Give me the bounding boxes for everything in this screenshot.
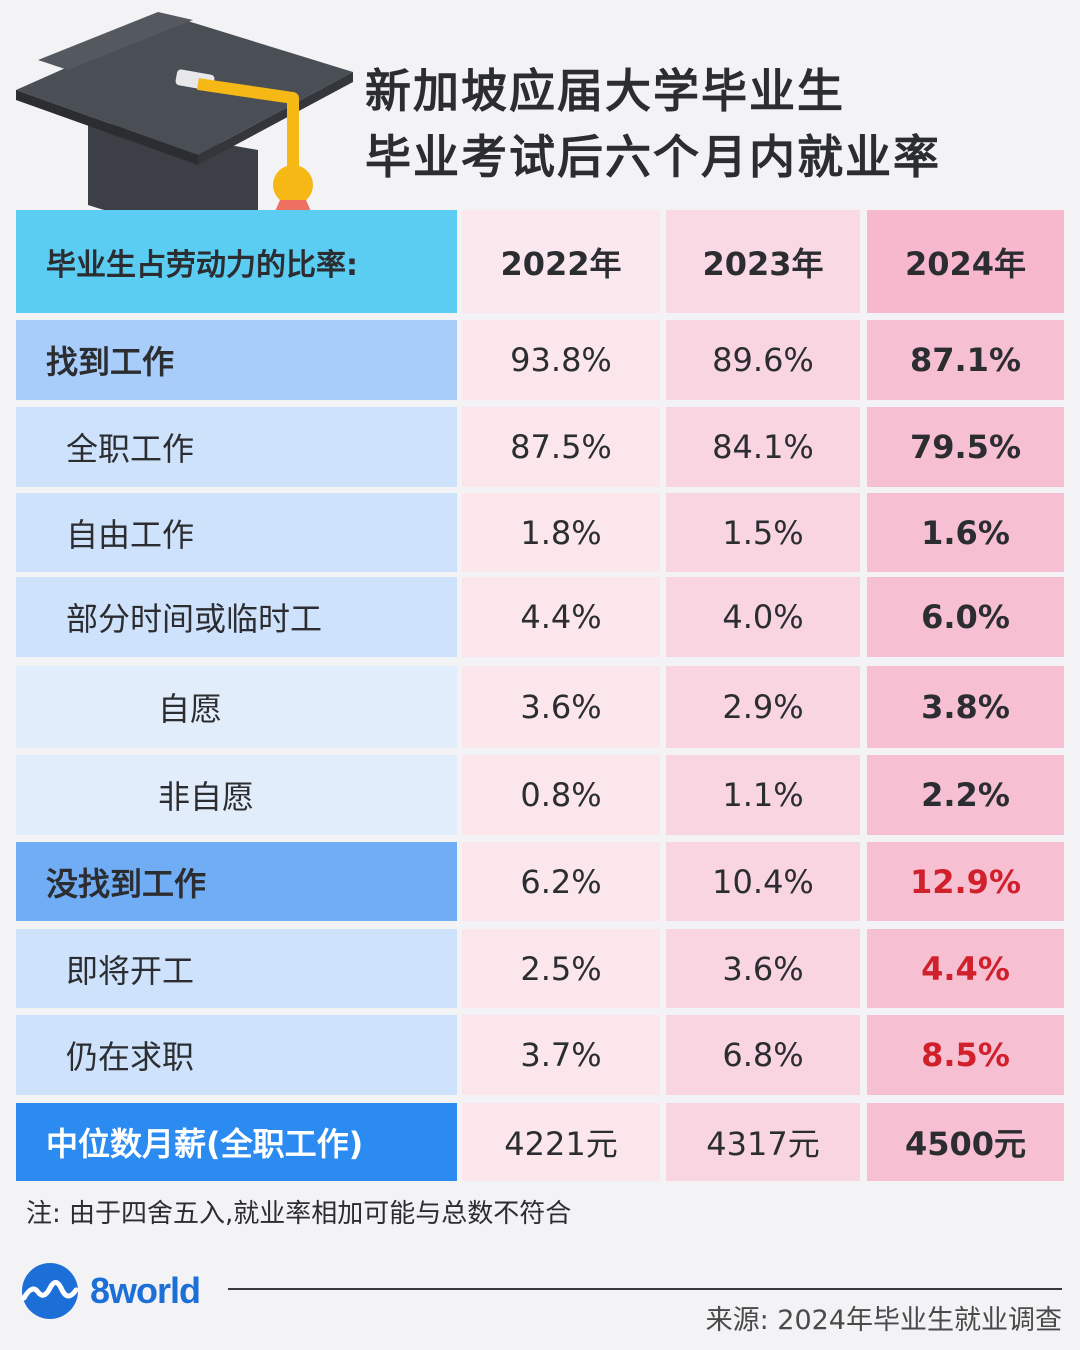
value-cell: 4500元 [867,1103,1064,1181]
row-label: 没找到工作 [16,842,457,921]
value-cell: 87.5% [462,407,660,487]
table-header-row: 毕业生占劳动力的比率: 2022年 2023年 2024年 [16,210,1064,313]
value-cell: 2.2% [867,755,1064,835]
brand-logo: 8world [18,1262,208,1320]
value-cell: 3.8% [867,666,1064,748]
value-cell: 3.6% [666,929,860,1008]
value-cell: 0.8% [462,755,660,835]
value-cell: 3.7% [462,1015,660,1095]
header-label: 毕业生占劳动力的比率: [16,210,457,313]
title-line-2: 毕业考试后六个月内就业率 [365,130,941,184]
value-cell: 2.9% [666,666,860,748]
row-label: 自由工作 [16,493,457,572]
value-cell: 4221元 [462,1103,660,1181]
header-year-2: 2024年 [867,210,1064,313]
page-title: 新加坡应届大学毕业生 毕业考试后六个月内就业率 [365,58,1065,190]
row-label: 全职工作 [16,407,457,487]
table-row: 部分时间或临时工 4.4% 4.0% 6.0% [16,577,1064,657]
value-cell: 1.5% [666,493,860,572]
value-cell: 1.6% [867,493,1064,572]
header-year-1: 2023年 [666,210,860,313]
value-cell: 4.4% [462,577,660,657]
value-cell: 4.4% [867,929,1064,1008]
table-row: 仍在求职 3.7% 6.8% 8.5% [16,1015,1064,1095]
row-label: 中位数月薪(全职工作) [16,1103,457,1181]
header-year-0: 2022年 [462,210,660,313]
value-cell: 93.8% [462,320,660,400]
table-row: 全职工作 87.5% 84.1% 79.5% [16,407,1064,487]
value-cell: 84.1% [666,407,860,487]
value-cell: 6.8% [666,1015,860,1095]
value-cell: 6.2% [462,842,660,921]
value-cell: 79.5% [867,407,1064,487]
table-row: 中位数月薪(全职工作) 4221元 4317元 4500元 [16,1103,1064,1181]
value-cell: 2.5% [462,929,660,1008]
row-label: 自愿 [16,666,457,748]
source-note: 来源: 2024年毕业生就业调查 [705,1305,1062,1336]
value-cell: 12.9% [867,842,1064,921]
value-cell: 1.8% [462,493,660,572]
table-row: 即将开工 2.5% 3.6% 4.4% [16,929,1064,1008]
value-cell: 3.6% [462,666,660,748]
value-cell: 6.0% [867,577,1064,657]
graduation-cap-icon [16,12,353,232]
value-cell: 8.5% [867,1015,1064,1095]
divider-line [228,1288,1062,1290]
row-label: 找到工作 [16,320,457,400]
value-cell: 87.1% [867,320,1064,400]
value-cell: 4.0% [666,577,860,657]
table-row: 没找到工作 6.2% 10.4% 12.9% [16,842,1064,921]
logo-text: 8world [90,1270,201,1311]
row-label: 部分时间或临时工 [16,577,457,657]
8world-logo-icon [21,1263,79,1319]
table-row: 找到工作 93.8% 89.6% 87.1% [16,320,1064,400]
value-cell: 89.6% [666,320,860,400]
value-cell: 10.4% [666,842,860,921]
value-cell: 1.1% [666,755,860,835]
value-cell: 4317元 [666,1103,860,1181]
row-label: 仍在求职 [16,1015,457,1095]
footnote: 注: 由于四舍五入,就业率相加可能与总数不符合 [26,1199,572,1229]
table-row: 自由工作 1.8% 1.5% 1.6% [16,493,1064,572]
title-line-1: 新加坡应届大学毕业生 [365,64,845,118]
row-label: 即将开工 [16,929,457,1008]
row-label: 非自愿 [16,755,457,835]
table-row: 自愿 3.6% 2.9% 3.8% [16,666,1064,748]
table-row: 非自愿 0.8% 1.1% 2.2% [16,755,1064,835]
